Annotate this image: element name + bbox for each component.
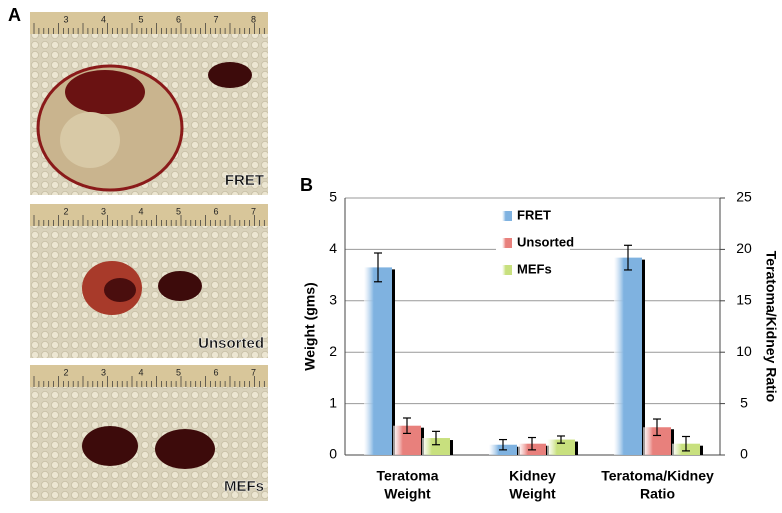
error-bar	[374, 252, 382, 283]
y2-tick-label: 20	[736, 240, 752, 256]
tissue	[208, 62, 252, 88]
ruler-number: 3	[101, 206, 106, 216]
tissue	[60, 112, 120, 168]
photos: 3 4 5 6 7 8 FRET 2 3 4 5 6 7 Unsorted 2 3 4 5 6 7 MEFs	[30, 12, 268, 501]
error-bar	[557, 435, 565, 444]
y-tick-label: 1	[329, 394, 337, 410]
ruler-number: 4	[138, 367, 143, 377]
y2-tick-label: 0	[740, 446, 748, 462]
legend-swatch	[502, 238, 512, 248]
y-axis-label: Weight (gms)	[302, 282, 318, 370]
error-bar	[403, 417, 411, 435]
x-tick-label: Weight	[509, 486, 556, 502]
ruler-number: 5	[176, 206, 181, 216]
x-tick-label: Kidney	[509, 468, 556, 484]
chart: 0 1 2 3 4 5 0 5 10 15 20 25 Weight (gms) Teratoma/Kid…	[302, 189, 780, 502]
ruler-number: 2	[63, 206, 68, 216]
tissue	[155, 429, 215, 469]
photo-label: FRET	[225, 172, 264, 189]
panel-label: B	[300, 175, 313, 195]
bar-shadow	[700, 445, 703, 455]
legend-label: MEFs	[517, 261, 552, 276]
tissue	[82, 426, 138, 466]
panel-label: A	[8, 5, 21, 25]
legend-swatch	[502, 265, 512, 275]
y2-tick-label: 10	[736, 343, 752, 359]
legend-swatch	[502, 211, 512, 221]
y2-axis-label: Teratoma/Kidney Ratio	[763, 251, 779, 402]
ruler-number: 3	[63, 14, 68, 24]
error-bar	[682, 435, 690, 452]
legend-bg	[496, 260, 570, 280]
legend-label: FRET	[517, 207, 551, 222]
bar	[364, 267, 392, 455]
ruler-number: 4	[138, 206, 143, 216]
y2-tick-label: 25	[736, 189, 752, 205]
tissue	[104, 278, 136, 302]
legend-label: Unsorted	[517, 234, 574, 249]
x-tick-label: Weight	[384, 486, 431, 502]
x-tick-label: Ratio	[640, 486, 675, 502]
legend-bg	[496, 233, 570, 253]
ruler	[30, 204, 268, 226]
ruler-number: 4	[101, 14, 106, 24]
y2-tick-label: 5	[740, 394, 748, 410]
x-tick-label: Teratoma/Kidney	[601, 468, 714, 484]
bar-shadow	[642, 259, 645, 455]
photo	[30, 365, 268, 501]
bar-shadow	[575, 441, 578, 455]
ruler-number: 6	[176, 14, 181, 24]
error-bar	[624, 244, 632, 271]
y-tick-label: 5	[329, 189, 337, 205]
ruler-number: 5	[138, 14, 143, 24]
y-tick-label: 3	[329, 292, 337, 308]
ruler-number: 7	[251, 206, 256, 216]
ruler-number: 3	[101, 367, 106, 377]
tissue	[158, 271, 202, 301]
bar-shadow	[450, 440, 453, 455]
ruler-number: 5	[176, 367, 181, 377]
error-bar	[432, 430, 440, 446]
error-bar	[499, 438, 507, 451]
ruler-number: 6	[213, 206, 218, 216]
ruler-number: 6	[213, 367, 218, 377]
photo	[30, 204, 268, 358]
photo-label: MEFs	[224, 478, 264, 495]
ruler-number: 7	[251, 367, 256, 377]
tissue	[65, 70, 145, 114]
ruler-number: 8	[251, 14, 256, 24]
x-tick-label: Teratoma	[377, 468, 439, 484]
y-tick-label: 2	[329, 343, 337, 359]
error-bar	[528, 436, 536, 451]
bar-shadow	[392, 269, 395, 455]
ruler	[30, 365, 268, 387]
photo-label: Unsorted	[198, 335, 264, 352]
legend-bg	[496, 206, 570, 226]
y-tick-label: 4	[329, 240, 337, 256]
bar	[547, 439, 575, 455]
ruler-number: 2	[63, 367, 68, 377]
y2-tick-label: 15	[736, 292, 752, 308]
ruler-number: 7	[213, 14, 218, 24]
bar	[614, 257, 642, 455]
ruler	[30, 12, 268, 34]
error-bar	[653, 418, 661, 437]
y-tick-label: 0	[329, 446, 337, 462]
bar	[422, 438, 450, 455]
bar-shadow	[671, 429, 674, 455]
